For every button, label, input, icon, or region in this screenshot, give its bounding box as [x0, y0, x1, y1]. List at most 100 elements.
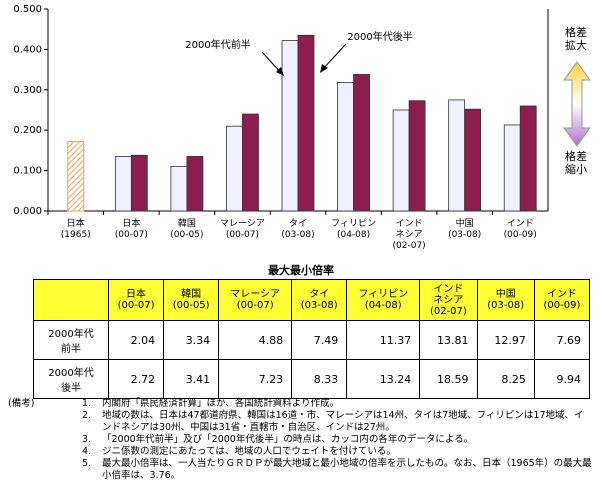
- row-label: 2000年代 前半: [33, 320, 109, 360]
- arrow-head: [320, 64, 328, 73]
- notes: (備考) 1. 内閣府「県民経済計算」ほか、各国統計資料より作成。 2. 地域の数は、日…: [8, 398, 593, 482]
- bar: [130, 154, 148, 212]
- note: 1. 内閣府「県民経済計算」ほか、各国統計資料より作成。: [8, 398, 593, 410]
- category: 日本: [122, 219, 141, 229]
- category: 中国: [455, 219, 474, 229]
- cell: 12.97: [476, 320, 535, 360]
- cell: 18.59: [419, 359, 478, 399]
- row: 2000年代 前半 2.04 3.34 4.88 7.49 11.37 13.81 12.97…: [33, 320, 591, 360]
- period: (00-07): [114, 230, 148, 240]
- row: 2000年代 後半 2.72 3.41 7.23 8.33 13.24 18.59 8.25 9…: [33, 359, 591, 399]
- x-tick-label: マレーシア (00-07): [214, 219, 270, 241]
- x-tick-label: インド (00-09): [492, 219, 548, 241]
- annotation: 格差 縮小: [565, 150, 587, 176]
- header-row: 日本 (00-07) 韓国 (00-05) マレーシア (00-07) タイ (03-…: [33, 279, 591, 321]
- table-title: 最大最小倍率: [268, 264, 334, 277]
- x-tick-label: 中国 (03-08): [437, 219, 493, 241]
- y-tick-label: 0.100: [13, 166, 42, 177]
- y-tick-label: 0.500: [13, 4, 42, 15]
- cell: 7.49: [291, 320, 348, 360]
- bar: [114, 156, 132, 212]
- chart: 0.000 0.100 0.200 0.300 0.400 0.500 2000年代前半 20…: [13, 4, 591, 217]
- annotation: 2000年代後半: [347, 30, 412, 43]
- cell: 2.72: [107, 359, 165, 399]
- period: (1965): [60, 230, 91, 240]
- category: 日本: [66, 219, 85, 229]
- period: (03-08): [448, 230, 482, 240]
- header-cell: マレーシア (00-07): [218, 279, 293, 321]
- x-tick-label: 日本 (00-07): [103, 219, 159, 241]
- header-cell: インド ネシア (02-07): [419, 279, 478, 321]
- period: (00-05): [170, 230, 204, 240]
- cell: 7.69: [533, 320, 591, 360]
- note-text: 最大最小倍率は、一人当たりＧＲＤＰが最大地域と最小地域の倍率を示したもの。なお、…: [102, 458, 592, 481]
- cell: 3.34: [163, 320, 220, 360]
- bar: [226, 125, 243, 212]
- x-tick-label: タイ (03-08): [270, 219, 326, 241]
- cell: 4.88: [218, 320, 293, 360]
- note-number: 4.: [82, 446, 92, 457]
- category: インド: [506, 219, 534, 229]
- y-tick-label: 0.200: [13, 125, 42, 136]
- header-cell: フィリピン (04-08): [346, 279, 421, 321]
- category: マレーシア: [220, 219, 265, 229]
- note-text: 内閣府「県民経済計算」ほか、各国統計資料より作成。: [102, 398, 340, 409]
- note-text: ジニ係数の測定にあたっては、地域の人口でウェイトを付けている。: [102, 446, 396, 457]
- note-number: 5.: [82, 458, 92, 469]
- bar: [408, 100, 426, 212]
- header-cell: インド (00-09): [533, 279, 591, 321]
- category: タイ: [288, 219, 307, 229]
- header-cell: 中国 (03-08): [476, 279, 535, 321]
- period: (00-09): [503, 230, 537, 240]
- cell: 2.04: [107, 320, 165, 360]
- notes-label: (備考): [8, 398, 35, 409]
- note: 3. 「2000年代前半」及び「2000年代後半」の時点は、カッコ内の各年のデータ…: [8, 434, 593, 446]
- bar: [242, 113, 259, 212]
- cell: 13.81: [419, 320, 478, 360]
- category: 韓国: [177, 219, 196, 229]
- y-tick-label: 0.000: [13, 206, 42, 217]
- annotation: 2000年代前半: [185, 38, 250, 51]
- bar: [392, 109, 410, 212]
- bar: [353, 74, 370, 212]
- note: 5. 最大最小倍率は、一人当たりＧＲＤＰが最大地域と最小地域の倍率を示したもの。な…: [8, 458, 593, 482]
- cell: 7.23: [218, 359, 293, 399]
- cell: 9.94: [533, 359, 591, 399]
- cell: 8.33: [291, 359, 348, 399]
- note-number: 1.: [82, 398, 92, 409]
- x-tick-label: フィリピン (04-08): [326, 219, 382, 241]
- bar: [337, 82, 354, 212]
- note-text: 地域の数は、日本は47都道府県、韓国は16道・市、マレーシアは14州、タイは7地…: [102, 410, 584, 433]
- cell: 3.41: [163, 359, 220, 399]
- reference-bar: [67, 141, 85, 212]
- bar: [464, 108, 482, 212]
- x-tick-label: インド ネシア (02-07): [381, 219, 437, 252]
- row-label: 2000年代 後半: [33, 359, 109, 399]
- note-number: 2.: [82, 410, 92, 421]
- bar: [170, 166, 188, 212]
- note: 4. ジニ係数の測定にあたっては、地域の人口でウェイトを付けている。: [8, 446, 593, 458]
- period: (02-07): [392, 241, 426, 251]
- bar: [519, 105, 537, 212]
- bar: [448, 99, 466, 212]
- header-cell: 韓国 (00-05): [163, 279, 220, 321]
- bar: [503, 124, 521, 212]
- period: (03-08): [281, 230, 315, 240]
- annotation: 格差 拡大: [565, 26, 587, 52]
- category: インド ネシア: [395, 219, 423, 240]
- y-tick-label: 0.300: [13, 85, 42, 96]
- x-tick-label: 日本 (1965): [48, 219, 104, 241]
- cell: 8.25: [476, 359, 535, 399]
- note-text: 「2000年代前半」及び「2000年代後半」の時点は、カッコ内の各年のデータによ…: [102, 434, 474, 445]
- x-tick-label: 韓国 (00-05): [159, 219, 215, 241]
- cell: 11.37: [346, 320, 421, 360]
- y-tick-label: 0.400: [13, 44, 42, 55]
- double-arrow: [563, 61, 591, 147]
- period: (04-08): [336, 230, 371, 240]
- arrow-head: [276, 67, 284, 76]
- header-cell: タイ (03-08): [291, 279, 348, 321]
- annotation-arrow: [321, 43, 347, 71]
- bar: [186, 156, 204, 212]
- note-number: 3.: [82, 434, 92, 445]
